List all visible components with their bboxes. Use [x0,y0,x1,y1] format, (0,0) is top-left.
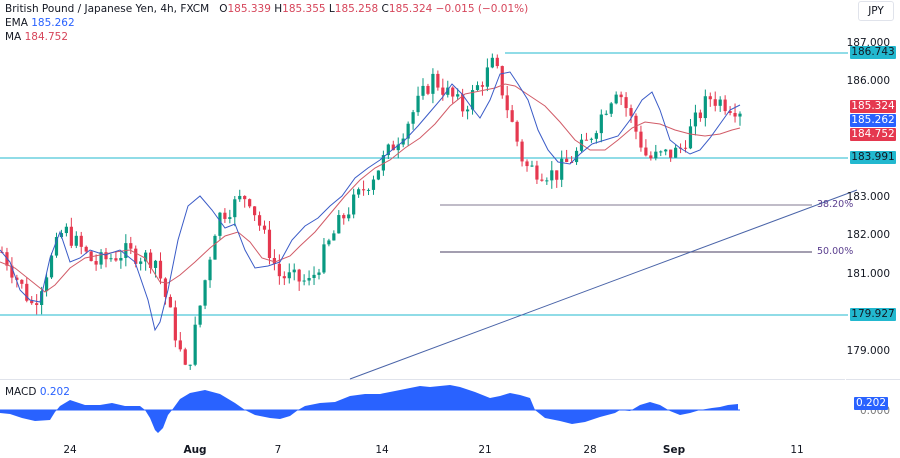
ma-legend[interactable]: MA 184.752 [5,30,68,44]
fib-level-label: 38.20% [817,199,854,210]
change-value: −0.015 (−0.01%) [435,3,529,15]
macd-value-tag: 0.202 [854,397,888,410]
macd-legend[interactable]: MACD 0.202 [5,385,70,399]
open-label: O [219,3,228,15]
low-label: L [328,3,335,15]
currency-button[interactable]: JPY [858,1,894,21]
high-label: H [274,3,283,15]
last-price-tag: 185.324 [850,100,896,113]
ema-value: 185.262 [31,17,75,29]
candlestick-series [0,53,742,370]
trendline[interactable] [349,189,858,380]
macd-label: MACD [5,386,37,398]
close-value: 185.324 [388,3,433,15]
price-tick: 179.000 [846,345,890,357]
chart-legend-main: British Pound / Japanese Yen, 4h, FXCM O… [5,2,528,16]
time-tick: 11 [790,444,804,456]
fib-level-label: 50.00% [817,246,854,257]
support-level-tag[interactable]: 183.991 [850,151,896,164]
ema-line [0,71,741,332]
price-tick: 182.000 [846,229,890,241]
ema-price-tag: 185.262 [850,114,896,127]
support-level-tag[interactable]: 179.927 [850,308,896,321]
fibonacci-retracement[interactable] [440,204,812,253]
ema-label: EMA [5,17,28,29]
time-tick: 24 [63,444,77,456]
resistance-level-tag[interactable]: 186.743 [850,46,896,59]
ma-value: 184.752 [24,31,69,43]
macd-value: 0.202 [39,386,70,398]
price-tick: 186.000 [846,75,890,87]
ema-legend[interactable]: EMA 185.262 [5,16,75,30]
close-label: C [381,3,389,15]
symbol-title[interactable]: British Pound / Japanese Yen, 4h, FXCM [5,3,210,15]
time-tick: 28 [583,444,597,456]
time-tick: 21 [478,444,492,456]
time-tick: 7 [274,444,282,456]
high-value: 185.355 [282,3,326,15]
ma-line [0,83,741,293]
ma-price-tag: 184.752 [850,128,896,141]
price-tick: 181.000 [846,268,890,280]
time-tick: 14 [375,444,389,456]
ma-label: MA [5,31,22,43]
macd-histogram-area [0,385,738,433]
price-tick: 183.000 [846,191,890,203]
time-tick: Aug [183,444,207,456]
open-value: 185.339 [227,3,271,15]
low-value: 185.258 [334,3,379,15]
horizontal-levels[interactable] [0,52,848,316]
time-tick: Sep [662,444,686,456]
